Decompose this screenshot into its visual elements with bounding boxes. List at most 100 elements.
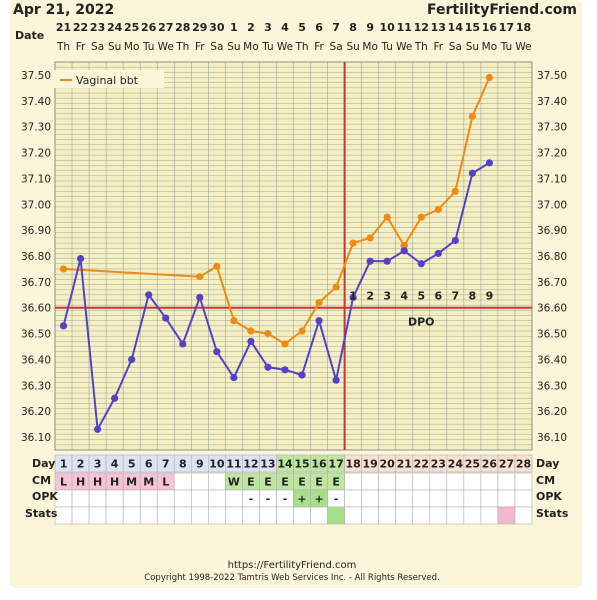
date-tick: 30 [209, 21, 225, 34]
y-tick-left: 36.80 [21, 251, 51, 263]
date-tick: 21 [56, 21, 71, 34]
stats-cell [139, 506, 158, 525]
series-point-1 [485, 159, 494, 167]
weekday-tick: Th [56, 41, 70, 53]
cycle-day: 4 [111, 458, 119, 471]
cycle-day: 7 [162, 458, 170, 471]
date-tick: 13 [431, 21, 446, 34]
cm-value: W [228, 476, 240, 489]
series-point-0 [434, 205, 442, 214]
series-point-1 [264, 363, 272, 371]
series-point-0 [213, 262, 221, 270]
row-label-cm-right: CM [536, 474, 555, 487]
y-tick-left: 37.30 [21, 122, 51, 134]
dpo-label: 9 [486, 290, 494, 303]
cycle-day: 12 [243, 458, 258, 471]
cm-cell [463, 472, 482, 491]
y-tick-right: 37.00 [537, 199, 567, 211]
cm-cell [378, 472, 397, 491]
opk-value: + [314, 493, 323, 506]
dpo-label: 6 [434, 290, 442, 303]
dpo-title: DPO [408, 316, 435, 329]
series-point-1 [400, 247, 408, 255]
series-point-0 [366, 234, 374, 242]
stats-cell [88, 506, 107, 525]
series-layer [59, 73, 494, 433]
cycle-day: 22 [414, 458, 429, 471]
opk-value: - [334, 493, 339, 506]
weekday-tick: Su [346, 41, 359, 53]
weekday-tick: Fr [434, 41, 444, 53]
y-tick-right: 36.90 [537, 225, 567, 237]
opk-value: - [283, 493, 288, 506]
date-tick: 11 [397, 21, 412, 34]
weekday-tick: Mo [124, 41, 139, 53]
dpo-label: 7 [452, 290, 460, 303]
cm-cell [412, 472, 431, 491]
row-label-opk-right: OPK [536, 490, 562, 503]
cycle-day: 18 [345, 458, 360, 471]
cm-value: H [110, 476, 119, 489]
cycle-day: 14 [277, 458, 293, 471]
cycle-day: 27 [499, 458, 514, 471]
y-tick-left: 37.50 [21, 70, 51, 82]
legend-label: Vaginal bbt [76, 74, 139, 87]
opk-cell [88, 489, 107, 508]
series-point-1 [281, 366, 289, 374]
row-label-stats-right: Stats [536, 507, 569, 520]
y-tick-right: 37.10 [537, 173, 567, 185]
cycle-day: 6 [145, 458, 153, 471]
dpo-label: 2 [366, 290, 374, 303]
stats-cell [54, 506, 73, 525]
date-tick: 28 [175, 21, 190, 34]
date-tick: 5 [298, 21, 306, 34]
plot-border [54, 61, 533, 451]
series-point-0 [451, 187, 459, 195]
date-tick: 15 [465, 21, 480, 34]
cm-cell [395, 472, 414, 491]
date-tick: 23 [90, 21, 105, 34]
y-tick-right: 37.20 [537, 148, 567, 160]
series-point-1 [332, 376, 340, 384]
cycle-day: 24 [448, 458, 464, 471]
stats-cell [497, 506, 516, 525]
cycle-day: 16 [311, 458, 327, 471]
cycle-day: 5 [128, 458, 136, 471]
series-point-0 [298, 327, 306, 335]
y-tick-right: 36.50 [537, 329, 567, 341]
cycle-day: 19 [363, 458, 378, 471]
weekday-tick: Sa [330, 41, 343, 53]
opk-cell [446, 489, 465, 508]
cm-cell [480, 472, 499, 491]
series-point-1 [383, 257, 391, 265]
weekday-tick: Sa [91, 41, 104, 53]
date-tick: 25 [124, 21, 139, 34]
y-tick-left: 36.30 [21, 380, 51, 392]
cycle-day: 8 [179, 458, 187, 471]
weekday-tick: Fr [195, 41, 205, 53]
cm-value: H [93, 476, 102, 489]
stats-cell [310, 506, 328, 525]
stats-cell [208, 506, 226, 525]
cm-cell [514, 472, 533, 491]
stats-cell [463, 506, 482, 525]
weekday-tick: Su [466, 41, 479, 53]
date-tick: 24 [107, 21, 123, 34]
weekday-tick: Sa [210, 41, 223, 53]
series-point-1 [145, 291, 153, 299]
cycle-day: 10 [209, 458, 225, 471]
weekday-tick: Tu [142, 41, 154, 53]
weekday-tick: Su [108, 41, 121, 53]
footer-url[interactable]: https://FertilityFriend.com [228, 560, 357, 571]
opk-cell [71, 489, 90, 508]
dpo-label: 4 [400, 290, 408, 303]
weekday-tick: Mo [482, 41, 497, 53]
series-point-0 [383, 213, 391, 221]
series-point-1 [366, 257, 374, 265]
weekday-tick: Th [414, 41, 428, 53]
opk-cell [139, 489, 158, 508]
series-point-0 [230, 317, 238, 325]
y-tick-left: 36.90 [21, 225, 51, 237]
weekday-tick: We [158, 41, 174, 53]
